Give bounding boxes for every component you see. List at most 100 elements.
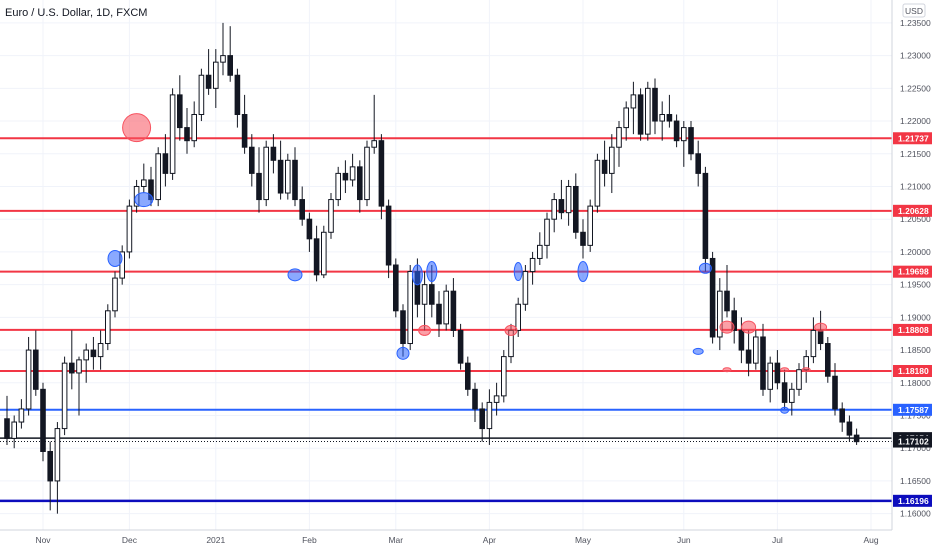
candle: [33, 330, 39, 396]
candle-body: [760, 336, 766, 390]
x-tick-label: Nov: [35, 535, 51, 545]
y-tick-label: 1.16000: [900, 509, 931, 519]
x-tick-label: May: [575, 535, 592, 545]
candle: [407, 265, 413, 351]
candle-body: [342, 172, 349, 181]
candle-body: [54, 428, 61, 482]
candle: [537, 232, 543, 265]
level-price-label: 1.16196: [898, 496, 929, 506]
candle-body: [479, 408, 485, 430]
y-tick-label: 1.21500: [900, 149, 931, 159]
time-axis[interactable]: Nov Dec 2021 Feb Mar Apr May Jun Jul Aug: [35, 535, 878, 545]
candle: [241, 94, 248, 154]
level-label-box: [893, 403, 932, 416]
level-price-label: 1.19698: [898, 267, 929, 277]
candle-body: [61, 362, 68, 430]
candle-body: [90, 349, 97, 358]
candle-body: [119, 251, 126, 279]
y-tick-label: 1.20000: [900, 247, 931, 257]
highlight-marker: [418, 324, 432, 336]
y-tick-label: 1.23000: [900, 51, 931, 61]
candle: [205, 49, 212, 95]
candle-body: [371, 140, 377, 148]
candle: [645, 81, 651, 141]
candle: [573, 173, 579, 239]
candle-body: [767, 362, 774, 390]
y-tick-label: 1.22000: [900, 116, 931, 126]
candle: [717, 278, 723, 351]
candle: [184, 107, 190, 154]
candle-body: [364, 146, 370, 201]
price-axis[interactable]: 1.160001.165001.170001.175001.180001.185…: [900, 18, 931, 519]
candle: [652, 78, 658, 135]
y-tick-label: 1.18000: [900, 378, 931, 388]
candle-body: [393, 264, 399, 312]
y-tick-label: 1.20500: [900, 214, 931, 224]
candle-body: [69, 362, 75, 374]
candle: [83, 343, 90, 383]
candle: [40, 382, 46, 462]
candle-body: [796, 369, 802, 390]
candle-body: [184, 127, 190, 142]
currency-badge-box[interactable]: [902, 3, 926, 18]
candle: [4, 395, 10, 445]
candle: [695, 140, 702, 187]
level-label-box: [893, 204, 932, 217]
candle: [810, 317, 817, 364]
candle-body: [155, 153, 161, 201]
candle: [745, 330, 752, 377]
candle-body: [688, 127, 694, 155]
candle: [738, 317, 745, 364]
level-label-box: [893, 365, 932, 377]
candle-body: [40, 388, 46, 452]
candle-body: [558, 199, 565, 214]
candle-body: [709, 257, 716, 338]
level-price-label: 1.17587: [898, 405, 929, 415]
highlight-marker: [722, 367, 732, 373]
candle: [393, 258, 399, 318]
candle-body: [357, 166, 363, 201]
candle: [371, 94, 377, 154]
candle: [724, 265, 730, 318]
x-tick-label: Mar: [388, 535, 403, 545]
candle-body: [529, 257, 536, 273]
highlight-marker: [411, 264, 423, 286]
highlight-marker: [692, 347, 704, 355]
candle-body: [493, 395, 500, 403]
highlight-marker: [801, 367, 811, 373]
level-price-label: 1.18808: [898, 325, 929, 335]
candle: [11, 415, 17, 449]
candle-body: [601, 159, 608, 174]
candle-body: [465, 362, 471, 390]
annotation-markers: [107, 113, 828, 414]
candle: [97, 330, 104, 370]
candle: [277, 140, 284, 200]
candle: [169, 88, 176, 180]
candle: [385, 199, 392, 279]
candle: [119, 245, 126, 285]
candle-body: [522, 271, 529, 305]
candle-body: [551, 199, 558, 220]
candle-body: [825, 343, 831, 377]
candle: [673, 114, 680, 148]
candle-body: [745, 349, 752, 364]
candle: [839, 402, 846, 432]
symbol-title: Euro / U.S. Dollar, 1D, FXCM: [5, 7, 147, 19]
candle: [213, 49, 219, 108]
y-tick-label: 1.18500: [900, 345, 931, 355]
candle-body: [486, 401, 493, 430]
x-tick-label: Aug: [863, 535, 878, 545]
highlight-marker: [741, 320, 757, 334]
candle: [501, 350, 507, 403]
candle-body: [457, 329, 464, 364]
level-label-box: [893, 265, 932, 278]
candle-body: [544, 218, 550, 246]
highlight-marker: [698, 262, 712, 274]
candle: [141, 163, 147, 194]
candle: [515, 297, 522, 337]
candle: [227, 26, 233, 82]
y-tick-label: 1.21000: [900, 181, 931, 191]
